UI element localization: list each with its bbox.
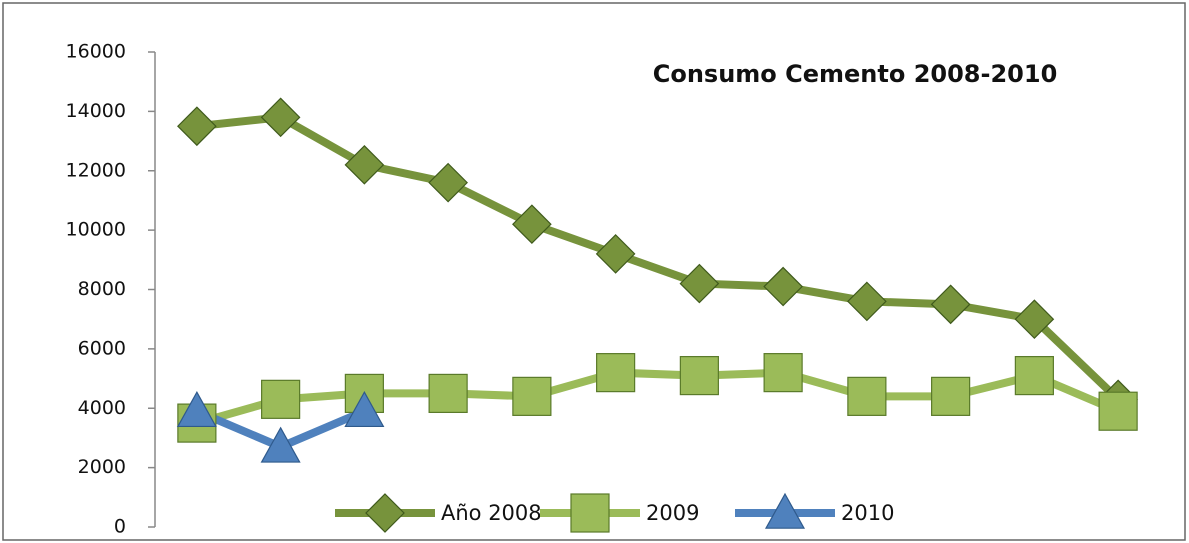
y-tick-label: 0 bbox=[114, 516, 126, 538]
legend-marker bbox=[764, 492, 806, 529]
y-tick-label: 4000 bbox=[78, 397, 126, 419]
y-tick-label: 2000 bbox=[78, 456, 126, 478]
data-point bbox=[1098, 391, 1138, 431]
data-point bbox=[177, 106, 217, 147]
data-point bbox=[847, 281, 887, 322]
data-point bbox=[595, 234, 636, 274]
data-point bbox=[176, 390, 217, 428]
data-point bbox=[428, 373, 468, 414]
data-point bbox=[931, 376, 971, 416]
data-point bbox=[1014, 355, 1054, 396]
data-point bbox=[344, 390, 385, 428]
data-point bbox=[679, 263, 720, 304]
y-tick-label: 14000 bbox=[66, 100, 126, 122]
data-point bbox=[763, 353, 803, 393]
data-point bbox=[847, 376, 887, 416]
data-point bbox=[763, 266, 803, 307]
data-point bbox=[596, 353, 636, 393]
legend-label: 2010 bbox=[841, 501, 894, 525]
legend-label: Año 2008 bbox=[441, 501, 542, 525]
y-tick-label: 16000 bbox=[66, 41, 126, 63]
data-point bbox=[930, 284, 971, 325]
legend-marker bbox=[365, 493, 405, 533]
chart-title: Consumo Cemento 2008-2010 bbox=[653, 60, 1058, 88]
data-point bbox=[512, 204, 552, 245]
y-tick-label: 8000 bbox=[78, 278, 126, 300]
data-point bbox=[260, 97, 301, 138]
data-point bbox=[512, 376, 552, 416]
y-tick-label: 10000 bbox=[66, 219, 126, 241]
y-tick-label: 6000 bbox=[78, 337, 126, 359]
data-point bbox=[679, 355, 719, 396]
data-point bbox=[344, 144, 385, 185]
data-point bbox=[428, 162, 468, 203]
data-point bbox=[261, 379, 301, 419]
legend-marker bbox=[570, 493, 610, 533]
data-point bbox=[1014, 299, 1055, 340]
legend-label: 2009 bbox=[646, 501, 699, 525]
data-point bbox=[260, 426, 301, 463]
y-tick-label: 12000 bbox=[66, 159, 126, 181]
